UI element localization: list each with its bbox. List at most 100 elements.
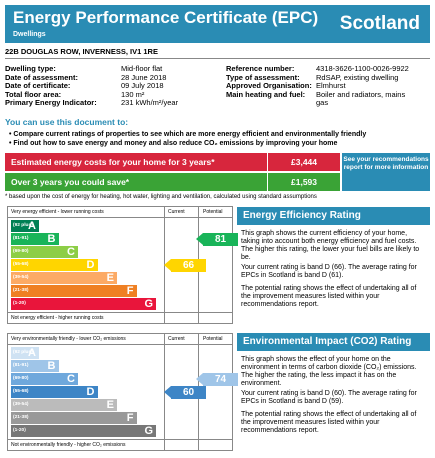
band-letter: D [86,386,95,398]
country-label: Scotland [339,13,420,34]
panel-title: Energy Efficiency Rating [237,207,430,225]
band-range: (55-68) [13,262,29,267]
band-letter: A [28,220,36,232]
rating-band-f: (21-38) F [11,412,137,424]
details-left: Dwelling type: Mid-floor flat Date of ass… [5,64,220,108]
panel-paragraph: Your current rating is band D (66). The … [241,264,417,279]
band-range: (69-80) [13,376,29,381]
rating-band-g: (1-20) G [11,298,156,310]
page-title: Energy Performance Certificate (EPC) [13,8,319,27]
detail-row: Main heating and fuel: Boiler and radiato… [226,89,406,99]
panel-paragraph: This graph shows the current efficiency … [241,230,420,261]
rating-band-c: (69-80) C [11,246,78,258]
band-letter: F [126,285,134,297]
estimated-costs-value: £3,444 [267,153,340,171]
rating-band-c: (69-80) C [11,373,78,385]
panel-title: Environmental Impact (CO2) Rating [237,333,430,351]
current-rating-value: 66 [171,258,206,272]
potential-column-label: Potential [203,336,223,342]
band-letter: F [126,412,134,424]
rating-band-f: (21-38) F [11,285,137,297]
band-range: (92 plus) [13,223,33,228]
property-address: 22B DOUGLAS ROW, INVERNESS, IV1 1RE [5,47,158,56]
detail-row: Date of certificate: 09 July 2018 [5,81,164,91]
divider [5,58,430,59]
band-range: (81-91) [13,236,29,241]
energy-efficiency-chart: Very energy efficient - lower running co… [7,206,238,324]
band-range: (1-20) [13,428,26,433]
panel-paragraph: The potential rating shows the effect of… [241,285,417,308]
savings-value: £1,593 [267,173,340,191]
detail-row: Reference number: 4318-3626-1100-0026-992… [226,64,409,73]
rating-band-b: (81-91) B [11,233,59,245]
chart-bottom-label: Not environmentally friendly - higher CO… [11,442,126,448]
environmental-impact-panel: Environmental Impact (CO2) Rating This g… [237,333,430,449]
chart-top-label: Very energy efficient - lower running co… [11,209,104,215]
recommendations-note: See your recommendations report for more… [342,153,430,191]
environmental-impact-chart: Very environmentally friendly - lower CO… [7,333,238,451]
detail-row: Date of assessment: 28 June 2018 [5,72,167,82]
band-range: (21-38) [13,288,29,293]
potential-rating-pointer: 74 [196,372,238,386]
chart-bottom-label: Not energy efficient - higher running co… [11,315,104,321]
chart-header: Very environmentally friendly - lower CO… [8,334,232,345]
use-document-bullets: • Compare current ratings of properties … [9,130,366,148]
current-column-label: Current [168,336,185,342]
detail-row: gas [316,98,329,108]
band-range: (55-68) [13,389,29,394]
rating-band-g: (1-20) G [11,425,156,437]
costs-footnote: * based upon the cost of energy for heat… [5,194,317,200]
rating-band-a: (92 plus) A [11,220,39,232]
panel-paragraph: Your current rating is band D (60). The … [241,390,417,405]
detail-row: Approved Organisation: Elmhurst [226,81,346,91]
rating-band-e: (39-54) E [11,399,117,411]
band-letter: E [106,399,114,411]
epc-header: Energy Performance Certificate (EPC) Dwe… [5,5,430,43]
rating-band-b: (81-91) B [11,360,59,372]
band-letter: G [144,298,153,310]
potential-rating-pointer: 81 [196,232,238,246]
band-range: (1-20) [13,301,26,306]
band-letter: A [28,347,36,359]
rating-band-e: (39-54) E [11,272,117,284]
potential-rating-value: 74 [203,372,238,386]
bullet-item: • Compare current ratings of properties … [9,131,367,138]
panel-paragraph: The potential rating shows the effect of… [241,411,417,434]
band-letter: C [67,246,75,258]
band-range: (39-54) [13,402,29,407]
energy-efficiency-panel: Energy Efficiency Rating This graph show… [237,207,430,323]
use-document-title: You can use this document to: [5,117,129,127]
potential-column-label: Potential [203,209,223,215]
panel-paragraph: This graph shows the effect of your home… [241,356,417,387]
band-letter: B [47,233,56,245]
savings-label: Over 3 years you could save* [11,177,130,187]
page-subtitle: Dwellings [13,31,46,38]
chart-footer: Not environmentally friendly - higher CO… [8,439,232,450]
band-letter: E [106,272,114,284]
band-letter: B [47,360,56,372]
current-column-label: Current [168,209,185,215]
details-right: Reference number: 4318-3626-1100-0026-992… [226,64,430,108]
detail-row: Type of assessment: RdSAP, existing dwell… [226,72,399,82]
chart-header: Very energy efficient - lower running co… [8,207,232,218]
band-letter: D [86,259,95,271]
estimated-costs-label: Estimated energy costs for your home for… [11,157,215,167]
current-rating-pointer: 66 [164,258,206,272]
potential-rating-value: 81 [203,232,238,246]
chart-footer: Not energy efficient - higher running co… [8,312,232,323]
band-range: (81-91) [13,363,29,368]
band-range: (92 plus) [13,350,33,355]
band-range: (69-80) [13,249,29,254]
band-letter: C [67,373,75,385]
current-rating-value: 60 [171,385,206,399]
detail-row: Primary Energy Indicator: 231 kWh/m²/year [5,98,179,108]
band-range: (39-54) [13,275,29,280]
energy-costs: Estimated energy costs for your home for… [5,153,430,191]
band-letter: G [144,425,153,437]
estimated-costs-row: Estimated energy costs for your home for… [5,153,340,171]
rating-band-d: (55-68) D [11,386,98,398]
rating-band-d: (55-68) D [11,259,98,271]
detail-row: Dwelling type: Mid-floor flat [5,64,163,73]
savings-row: Over 3 years you could save* £1,593 [5,173,340,191]
rating-band-a: (92 plus) A [11,347,39,359]
